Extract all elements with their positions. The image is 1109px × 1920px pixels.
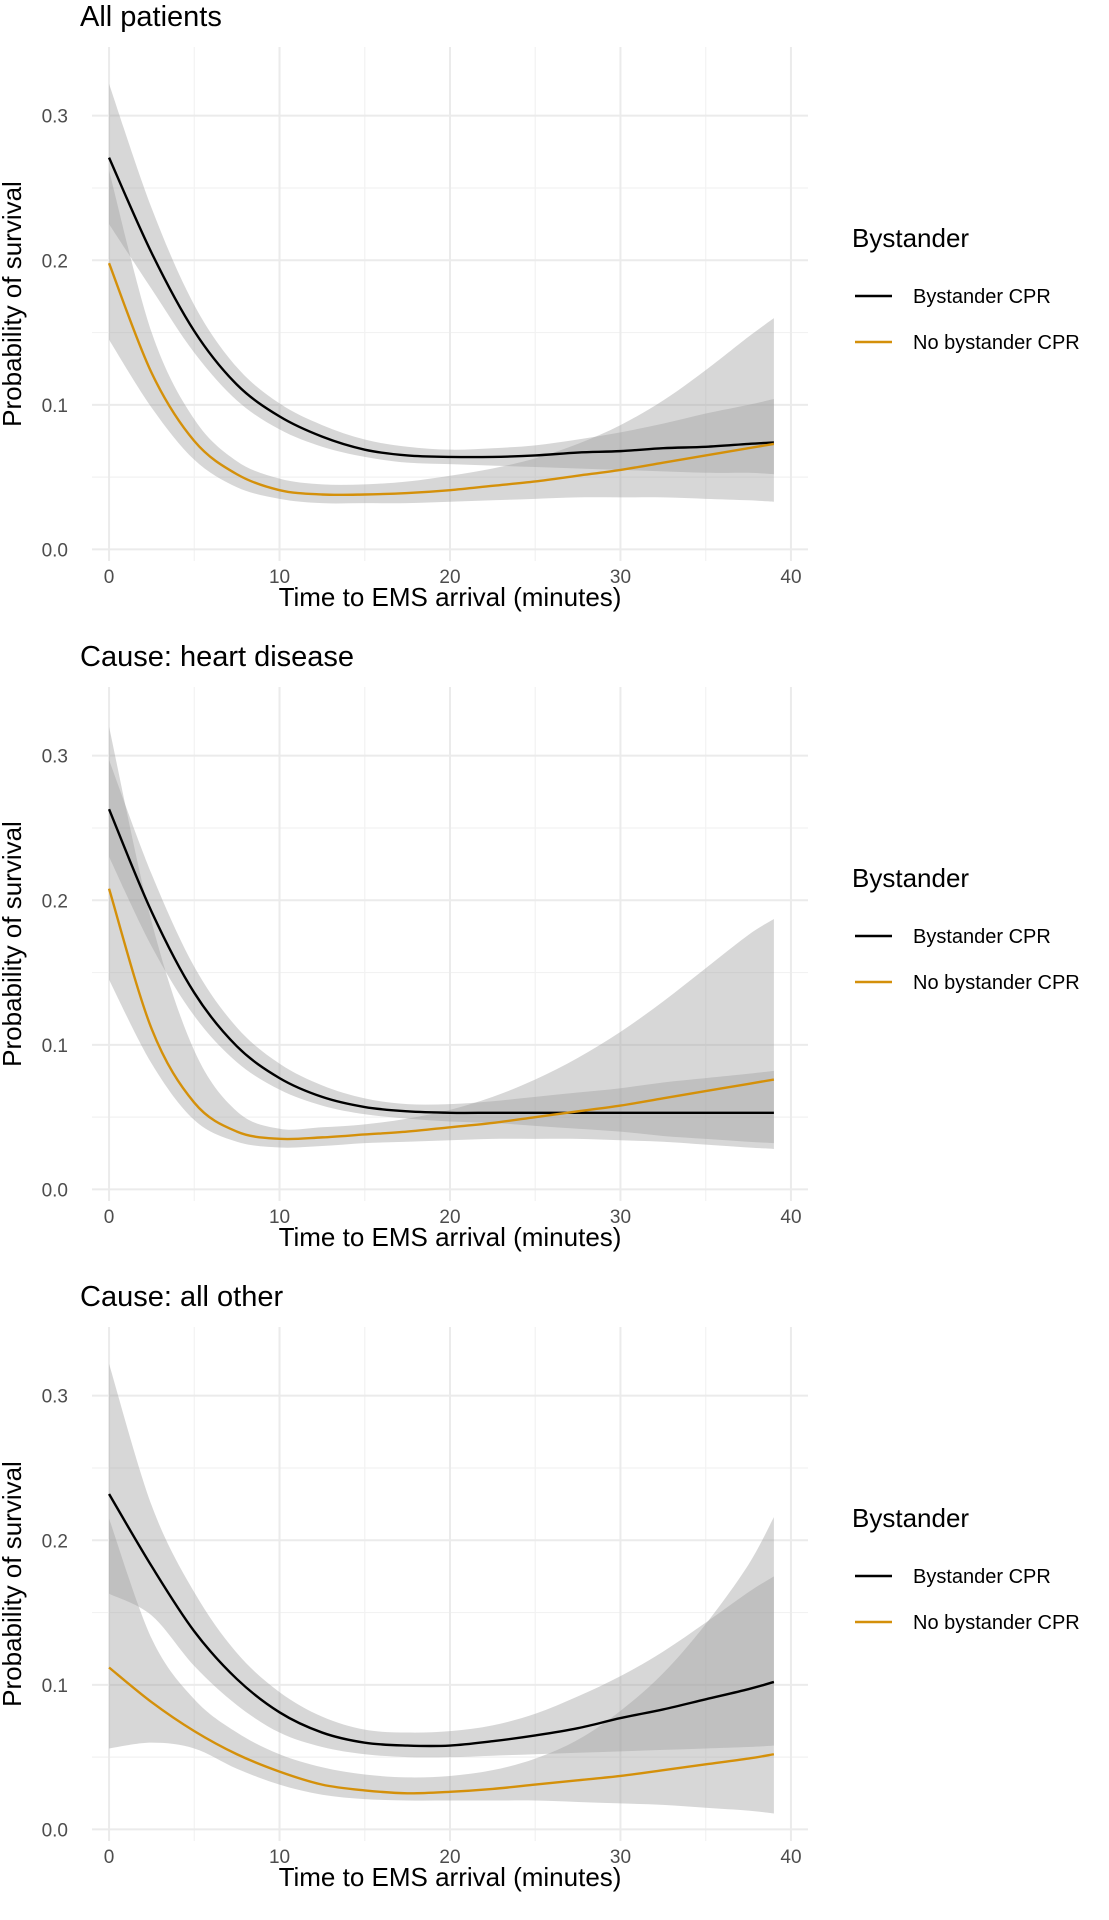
confidence-bands <box>109 726 774 1149</box>
chart-title: Cause: heart disease <box>80 641 354 673</box>
chart-svg: Cause: all other 0.0 0.1 0.2 0.3 0 10 20 30 40 Tim… <box>0 1281 1080 1892</box>
legend: Bystander Bystander CPR No bystander CPR <box>852 863 1080 994</box>
legend-label: Bystander CPR <box>913 286 1051 308</box>
panel-heart-disease: Cause: heart disease 0.0 0.1 0.2 0.3 0 10 20 30 4… <box>0 640 1109 1280</box>
y-tick-label: 0.1 <box>42 396 68 417</box>
grid <box>92 687 808 1201</box>
chart-svg: Cause: heart disease 0.0 0.1 0.2 0.3 0 10 20 30 4… <box>0 641 1080 1252</box>
x-tick-label: 20 <box>439 1207 460 1228</box>
series-line-no-bystander <box>108 1666 775 1795</box>
x-tick-label: 30 <box>610 1207 631 1228</box>
x-tick-label: 0 <box>104 1847 115 1868</box>
series-lines <box>107 808 775 1141</box>
confidence-bands <box>109 1363 774 1814</box>
x-axis-title: Time to EMS arrival (minutes) <box>279 1222 622 1252</box>
legend-label: Bystander CPR <box>913 1566 1051 1588</box>
grid <box>92 47 808 561</box>
series-line-bystander <box>107 808 774 1115</box>
ci-band-bystander <box>109 760 774 1144</box>
y-tick-label: 0.3 <box>42 107 68 128</box>
x-tick-label: 0 <box>104 1207 115 1228</box>
chart-title: All patients <box>80 1 222 33</box>
y-tick-label: 0.1 <box>42 1036 68 1057</box>
x-tick-label: 20 <box>439 1847 460 1868</box>
x-tick-label: 30 <box>610 1847 631 1868</box>
y-tick-label: 0.1 <box>42 1676 68 1697</box>
y-tick-label: 0.2 <box>42 251 68 272</box>
x-tick-label: 40 <box>780 1847 801 1868</box>
grid <box>92 1327 808 1841</box>
legend-title: Bystander <box>852 863 969 893</box>
y-axis-title: Probability of survival <box>0 1461 27 1707</box>
x-tick-label: 10 <box>269 1207 290 1228</box>
x-tick-label: 0 <box>104 567 115 588</box>
y-tick-label: 0.2 <box>42 1531 68 1552</box>
legend-title: Bystander <box>852 223 969 253</box>
legend-title: Bystander <box>852 1503 969 1533</box>
y-tick-label: 0.0 <box>42 540 68 561</box>
y-axis-title: Probability of survival <box>0 821 27 1067</box>
chart-svg: All patients 0.0 0.1 0.2 0.3 0 10 20 30 40 Time to… <box>0 1 1080 612</box>
ci-band-bystander <box>109 1363 774 1758</box>
panel-all-patients: All patients 0.0 0.1 0.2 0.3 0 10 20 30 40 Time to… <box>0 0 1109 640</box>
series-line-bystander <box>108 1493 775 1748</box>
series-lines <box>108 1493 775 1795</box>
legend: Bystander Bystander CPR No bystander CPR <box>852 223 1080 354</box>
legend-label: No bystander CPR <box>913 332 1080 354</box>
y-tick-label: 0.3 <box>42 1387 68 1408</box>
x-tick-label: 10 <box>269 1847 290 1868</box>
series-line-bystander <box>107 157 774 459</box>
y-tick-label: 0.0 <box>42 1820 68 1841</box>
y-axis-title: Probability of survival <box>0 181 27 427</box>
confidence-bands <box>109 83 774 504</box>
x-tick-label: 40 <box>780 1207 801 1228</box>
legend: Bystander Bystander CPR No bystander CPR <box>852 1503 1080 1634</box>
legend-label: No bystander CPR <box>913 1612 1080 1634</box>
series-line-no-bystander <box>107 262 775 497</box>
legend-label: Bystander CPR <box>913 926 1051 948</box>
series-lines <box>107 157 775 497</box>
series-line-no-bystander <box>107 888 775 1141</box>
y-tick-label: 0.2 <box>42 891 68 912</box>
panel-all-other: Cause: all other 0.0 0.1 0.2 0.3 0 10 20 30 40 Tim… <box>0 1280 1109 1920</box>
x-tick-label: 20 <box>439 567 460 588</box>
y-tick-label: 0.3 <box>42 747 68 768</box>
y-tick-label: 0.0 <box>42 1180 68 1201</box>
x-axis-title: Time to EMS arrival (minutes) <box>279 1862 622 1892</box>
x-tick-label: 40 <box>780 567 801 588</box>
ci-band-no-bystander <box>109 726 774 1149</box>
chart-title: Cause: all other <box>80 1281 283 1313</box>
x-tick-label: 30 <box>610 567 631 588</box>
x-tick-label: 10 <box>269 567 290 588</box>
ci-band-no-bystander <box>109 1517 774 1814</box>
x-axis-title: Time to EMS arrival (minutes) <box>279 582 622 612</box>
ci-band-bystander <box>109 83 774 475</box>
ci-band-no-bystander <box>109 170 774 504</box>
legend-label: No bystander CPR <box>913 972 1080 994</box>
